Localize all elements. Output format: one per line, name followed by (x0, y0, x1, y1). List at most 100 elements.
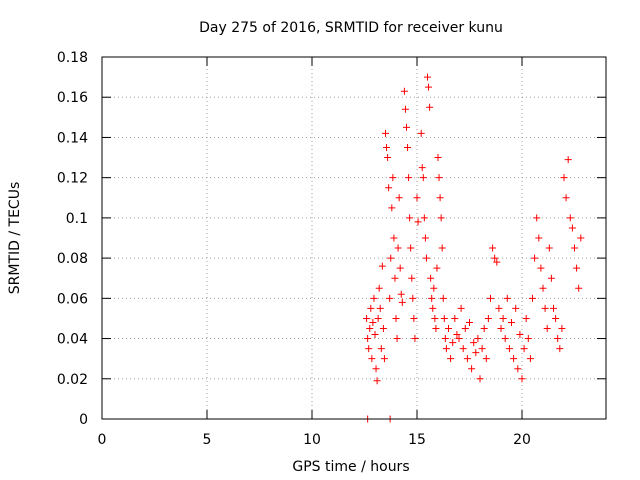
data-point (395, 194, 403, 202)
data-point (391, 274, 399, 282)
data-point (400, 87, 408, 95)
data-point (392, 314, 400, 322)
data-point (449, 339, 457, 347)
data-point (518, 375, 526, 383)
data-point (364, 335, 372, 343)
data-point (453, 331, 461, 339)
data-point (385, 184, 393, 192)
data-point (516, 331, 524, 339)
data-point (571, 244, 578, 252)
data-point (408, 274, 416, 282)
data-point (422, 254, 430, 262)
data-point (434, 154, 442, 162)
data-point (373, 377, 381, 385)
data-point (437, 214, 445, 222)
data-point (503, 294, 511, 302)
data-point (366, 325, 374, 332)
data-point (421, 234, 429, 242)
data-point (499, 314, 507, 322)
x-tick-label: 5 (203, 432, 212, 448)
data-point (401, 105, 409, 113)
data-point (404, 144, 412, 151)
data-point (564, 156, 572, 164)
data-point (463, 355, 471, 363)
data-point (430, 284, 438, 292)
data-point (371, 331, 379, 339)
data-point (428, 294, 436, 302)
data-point (427, 274, 435, 282)
data-point (374, 314, 382, 322)
data-point (410, 314, 418, 322)
data-point (535, 234, 543, 242)
data-point (438, 244, 446, 252)
chart-title: Day 275 of 2016, SRMTID for receiver kun… (199, 20, 503, 36)
data-point (414, 218, 422, 226)
data-point (577, 234, 585, 242)
data-point (403, 123, 410, 131)
data-point (472, 349, 480, 357)
data-point (543, 325, 551, 332)
data-point (377, 345, 385, 353)
data-point (560, 174, 568, 182)
data-point (433, 264, 441, 272)
data-point (495, 304, 503, 312)
data-point (476, 375, 484, 383)
y-tick-label: 0.14 (57, 130, 88, 146)
data-point (508, 318, 515, 326)
data-point (491, 254, 499, 262)
data-point (505, 345, 513, 353)
data-point (550, 304, 557, 312)
data-point (419, 174, 427, 182)
x-tick-label: 0 (98, 432, 107, 448)
y-tick-label: 0.06 (57, 291, 88, 307)
data-point (405, 174, 413, 182)
axis-ticks: 0 0.02 0.04 0.06 0.08 0.1 0.12 0.14 0.16 0.18 0 5 10… (57, 50, 606, 448)
data-point (368, 355, 376, 363)
data-point (493, 258, 501, 266)
data-point (439, 294, 447, 302)
data-point (512, 304, 520, 312)
data-point (442, 345, 450, 353)
data-point (455, 335, 463, 343)
data-point (575, 284, 583, 292)
data-point (468, 365, 476, 373)
data-point (474, 335, 482, 343)
data-point (466, 318, 473, 326)
data-point (447, 355, 455, 363)
data-point (379, 325, 387, 332)
data-point (375, 284, 383, 292)
data-point (431, 314, 439, 322)
x-tick-label: 15 (408, 432, 426, 448)
data-point (541, 304, 549, 312)
data-point (533, 214, 541, 222)
data-point (376, 304, 384, 312)
data-point (529, 294, 536, 302)
data-point (407, 244, 415, 252)
data-point (406, 214, 414, 222)
data-point (394, 244, 402, 252)
y-tick-label: 0.16 (57, 90, 88, 106)
data-point (384, 154, 392, 162)
data-point (522, 314, 530, 322)
data-point (480, 325, 488, 332)
data-point (554, 335, 562, 343)
data-point (482, 355, 490, 363)
y-tick-label: 0.08 (57, 251, 88, 267)
data-point (566, 214, 574, 222)
x-axis-label: GPS time / hours (292, 459, 409, 475)
data-point (568, 224, 576, 232)
data-point (459, 345, 467, 353)
y-tick-label: 0.12 (57, 171, 88, 187)
data-point (380, 355, 388, 363)
data-point (390, 234, 398, 242)
data-point (393, 335, 401, 343)
data-point (435, 174, 443, 182)
x-tick-label: 20 (513, 432, 531, 448)
data-point (445, 325, 452, 332)
y-tick-label: 0.1 (66, 211, 88, 227)
data-point (510, 355, 518, 363)
data-point (524, 335, 532, 343)
data-point (451, 314, 459, 322)
data-point (573, 264, 581, 272)
